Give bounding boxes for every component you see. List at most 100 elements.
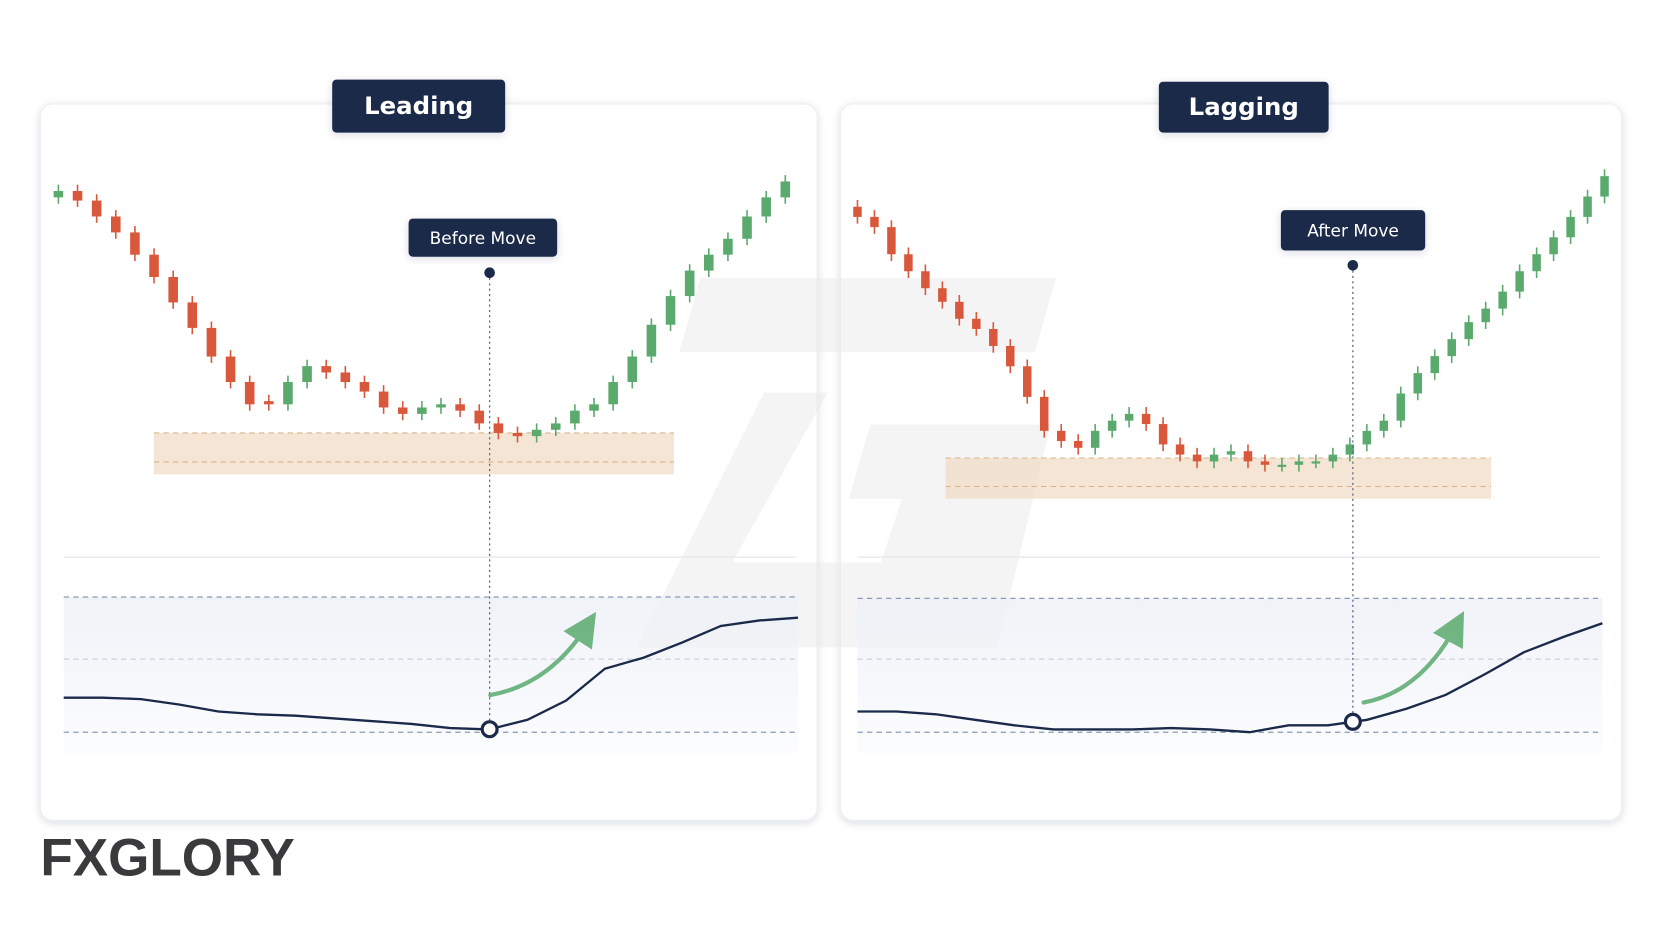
candle-body <box>149 254 159 277</box>
candle-body <box>904 254 913 272</box>
candle-body <box>1192 454 1202 462</box>
candle-body <box>780 181 791 198</box>
candle-body <box>1006 345 1015 367</box>
candle-body <box>684 270 695 297</box>
candle-body <box>938 288 947 302</box>
candle-body <box>53 191 64 198</box>
title-badge <box>1158 81 1329 133</box>
candle-body <box>742 216 752 239</box>
candle-body <box>1175 444 1185 455</box>
candle-body <box>665 296 676 325</box>
candle-body <box>1362 430 1372 445</box>
chart-title: Lagging <box>1189 92 1299 121</box>
candle-body <box>302 366 312 383</box>
candle-body <box>1566 216 1575 238</box>
candle-body <box>608 382 618 405</box>
candle-body <box>1498 291 1507 309</box>
signal-dot <box>484 267 495 279</box>
candle-body <box>378 391 389 408</box>
candle-body <box>1243 451 1253 462</box>
candle-body <box>1345 444 1355 455</box>
candle-body <box>646 324 657 357</box>
candle-body <box>1532 254 1541 272</box>
candle-body <box>1311 461 1321 464</box>
candle-body <box>1226 451 1236 455</box>
candle-body <box>1515 271 1524 292</box>
candle-body <box>1583 196 1592 217</box>
candle-body <box>1141 413 1151 425</box>
candle-body <box>91 200 102 217</box>
indicator-line <box>63 616 799 731</box>
candle-body <box>1090 430 1100 448</box>
candle-body <box>1328 454 1338 462</box>
candle-body <box>1481 308 1490 323</box>
candle-body <box>340 372 351 383</box>
candle-body <box>1277 464 1287 467</box>
annotation: After Move <box>1307 221 1399 241</box>
candle-body <box>1430 356 1439 374</box>
candle-body <box>589 404 599 411</box>
momentum-arrow <box>488 611 597 698</box>
candle-body <box>1158 424 1168 445</box>
candle-body <box>1413 373 1423 394</box>
candle-body <box>870 216 879 228</box>
candle-body <box>761 197 771 217</box>
candle-body <box>955 301 964 319</box>
candle-body <box>1023 366 1032 397</box>
indicator-band <box>857 598 1603 754</box>
annotation: Before Move <box>430 229 536 249</box>
indicator-band <box>63 597 799 754</box>
candle-body <box>283 382 293 405</box>
candle-body <box>627 356 638 383</box>
title-badge <box>332 79 506 133</box>
candle-body <box>1124 413 1134 421</box>
candle-body <box>206 327 217 357</box>
candle-body <box>1396 393 1406 421</box>
candle-body <box>264 401 274 405</box>
signal-marker <box>480 720 499 739</box>
logo: FXGLORY <box>40 829 294 888</box>
candle-body <box>1447 339 1456 357</box>
candle-body <box>455 404 465 411</box>
candle-body <box>436 404 446 408</box>
indicator-line <box>857 622 1603 734</box>
candle-body <box>111 216 121 233</box>
candle-body <box>359 382 370 392</box>
candle-body <box>853 206 862 217</box>
candle-body <box>130 232 140 255</box>
chart-title: Leading <box>364 91 473 120</box>
candle-body <box>704 254 714 271</box>
momentum-arrow <box>1361 611 1465 705</box>
annotation-badge <box>408 218 558 257</box>
candle-body <box>1209 454 1219 462</box>
annotation-badge <box>1280 210 1426 251</box>
candle-body <box>550 423 561 430</box>
candle-body <box>1379 420 1389 431</box>
candle-body <box>921 271 930 289</box>
candle-body <box>570 410 580 424</box>
watermark <box>636 278 1056 648</box>
candle-body <box>244 382 255 405</box>
candle-body <box>187 302 198 328</box>
candle-body <box>417 407 427 414</box>
candle-body <box>1294 461 1304 465</box>
candle-body <box>321 366 331 373</box>
support-zone <box>945 458 1491 499</box>
candle-body <box>1039 396 1049 431</box>
candle-body <box>1549 237 1558 255</box>
candle-body <box>989 328 998 346</box>
candle-body <box>887 227 896 255</box>
candle-body <box>972 318 981 329</box>
support-zone <box>153 432 674 475</box>
signal-dot <box>1347 259 1359 271</box>
candle-body <box>1107 420 1117 431</box>
candle-body <box>1600 176 1609 197</box>
candle-body <box>474 410 485 424</box>
candle-body <box>72 191 83 201</box>
candle-body <box>1073 441 1083 448</box>
candle-body <box>723 238 733 255</box>
candle-body <box>493 423 504 433</box>
candle-body <box>1056 430 1066 442</box>
